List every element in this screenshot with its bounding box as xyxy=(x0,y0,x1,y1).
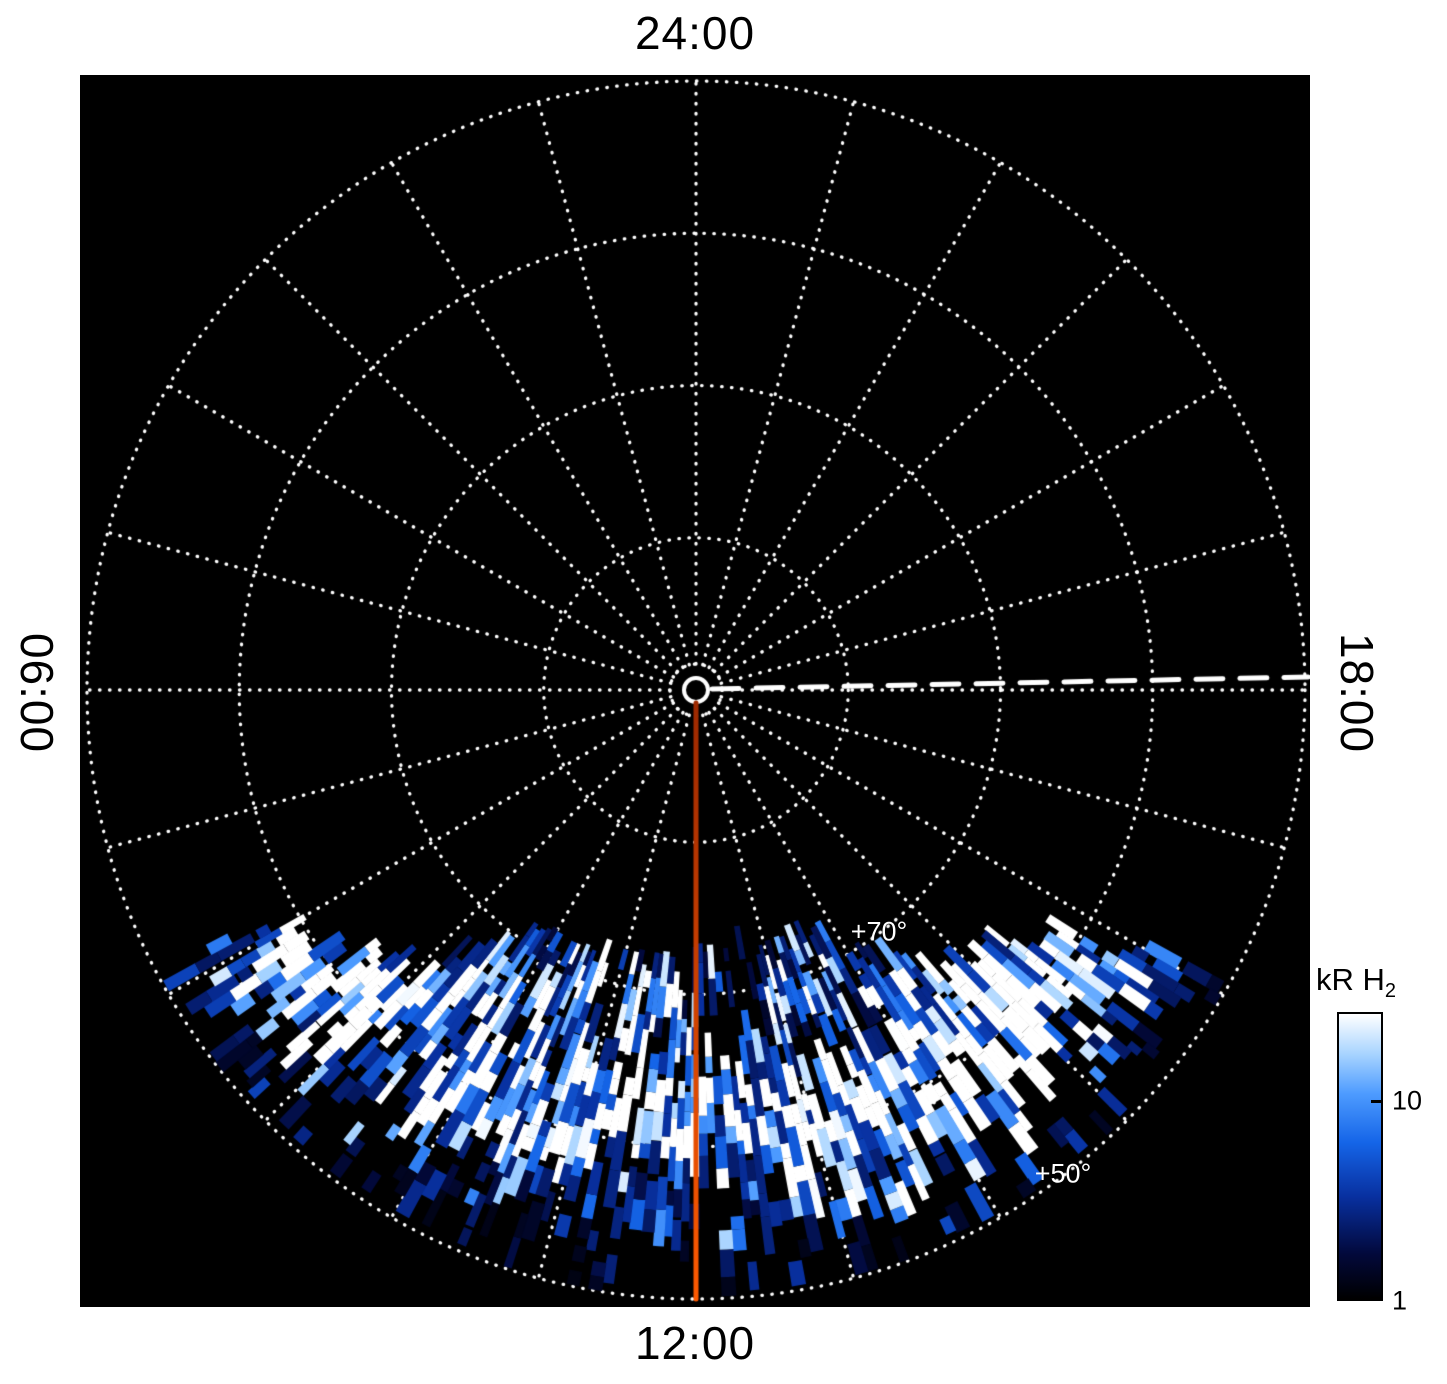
colorbar-tick-10 xyxy=(1371,1100,1381,1104)
local-time-label-1200: 12:00 xyxy=(634,1317,756,1369)
colorbar-title: kR H2 xyxy=(1316,962,1396,1003)
colorbar-tick-label-10: 10 xyxy=(1392,1085,1423,1116)
local-time-label-1800: 18:00 xyxy=(1331,632,1383,754)
polar-emission-map-canvas xyxy=(80,75,1310,1307)
latitude-label-50: +50° xyxy=(1034,1158,1092,1189)
colorbar-title-main: kR H xyxy=(1316,962,1385,997)
polar-plot: +70° +50° xyxy=(80,75,1310,1307)
local-time-label-2400: 24:00 xyxy=(634,7,756,59)
colorbar-title-subscript: 2 xyxy=(1384,980,1397,1003)
latitude-label-70: +70° xyxy=(850,916,908,947)
colorbar-tick-1 xyxy=(1371,1297,1381,1300)
local-time-label-0600: 06:00 xyxy=(11,632,63,754)
colorbar-tick-label-1: 1 xyxy=(1392,1285,1408,1316)
colorbar xyxy=(1337,1012,1383,1301)
